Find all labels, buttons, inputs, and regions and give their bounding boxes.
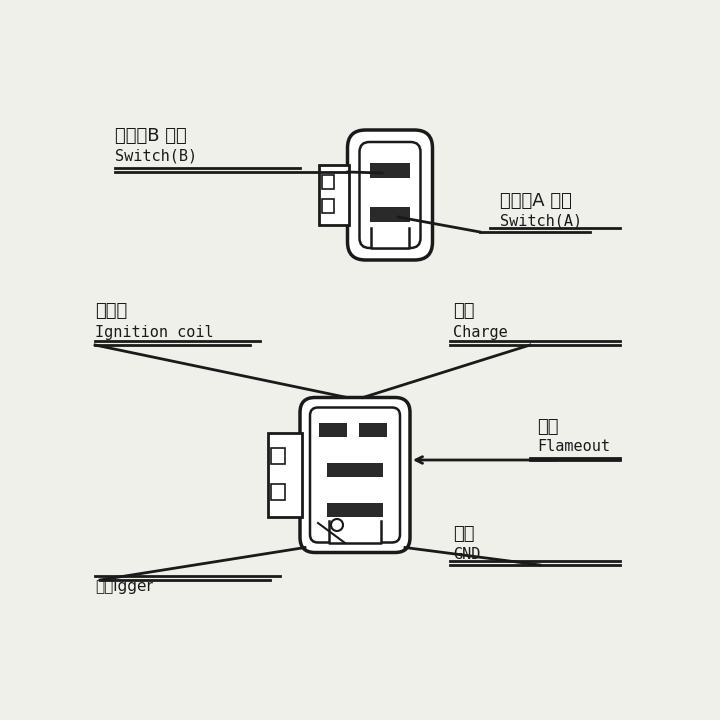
Bar [268,433,302,517]
Bar [271,448,285,464]
Bar [319,423,347,437]
Text: 高压包: 高压包 [95,302,127,320]
Text: Charge: Charge [453,325,508,340]
FancyBboxPatch shape [348,130,433,260]
Text: 开关（B 端）: 开关（B 端） [115,127,186,145]
Bar [371,228,409,248]
Text: GND: GND [453,547,480,562]
Bar [320,165,349,225]
Text: Switch(A): Switch(A) [500,213,582,228]
Bar [370,207,410,222]
Bar [327,463,383,477]
Text: 触发igger: 触发igger [95,579,153,594]
Text: Switch(B): Switch(B) [115,148,197,163]
Bar [323,175,335,189]
Bar [370,163,410,178]
Text: 开关（A 端）: 开关（A 端） [500,192,572,210]
Text: 息火: 息火 [537,418,559,436]
Text: Ignition coil: Ignition coil [95,325,214,340]
Bar [323,199,335,213]
Bar [329,521,381,542]
FancyBboxPatch shape [310,408,400,542]
Text: 充电: 充电 [453,302,474,320]
FancyBboxPatch shape [359,142,420,248]
FancyBboxPatch shape [300,397,410,552]
Bar [359,423,387,437]
Bar [327,503,383,517]
Text: Flameout: Flameout [537,439,610,454]
Text: 搭鐵: 搭鐵 [453,525,474,543]
Bar [271,484,285,500]
